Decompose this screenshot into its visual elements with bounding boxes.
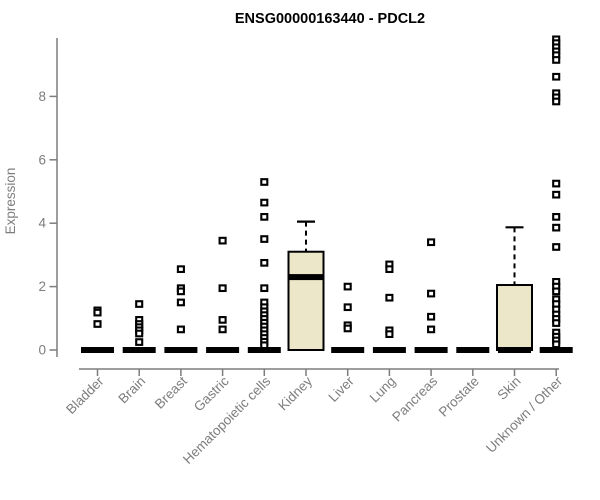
median-bar xyxy=(164,347,198,353)
outlier-point xyxy=(176,287,185,296)
outlier-point xyxy=(260,198,269,207)
y-tick-label: 4 xyxy=(38,216,46,231)
y-tick-label: 0 xyxy=(38,343,46,358)
x-tick-label: Gastric xyxy=(191,373,232,414)
median-bar xyxy=(81,347,114,353)
median-bar xyxy=(414,347,448,353)
median-bar xyxy=(289,274,323,281)
x-tick-label: Unknown / Other xyxy=(483,373,566,456)
outlier-point xyxy=(135,329,144,338)
outlier-point xyxy=(427,238,436,247)
outlier-point xyxy=(552,56,561,64)
y-tick-label: 2 xyxy=(38,279,46,294)
outlier-point xyxy=(93,308,102,317)
outlier-point xyxy=(343,324,352,333)
outlier-point xyxy=(218,316,227,324)
median-bar xyxy=(206,347,240,353)
box-iqr xyxy=(287,250,325,351)
outlier-point xyxy=(135,338,144,346)
outlier-point xyxy=(385,265,394,274)
outlier-point xyxy=(176,325,185,334)
x-tick-label: Breast xyxy=(152,373,190,411)
outlier-point xyxy=(260,178,269,186)
outlier-point xyxy=(552,287,561,296)
x-tick-label: Bladder xyxy=(63,373,107,417)
median-bar xyxy=(331,347,365,353)
outlier-point xyxy=(552,243,561,251)
outlier-point xyxy=(260,341,269,350)
box-iqr xyxy=(496,284,533,352)
y-axis-label: Expression xyxy=(3,168,18,235)
outlier-point xyxy=(260,284,269,293)
boxplot-lung xyxy=(372,260,406,353)
x-tick-label: Prostate xyxy=(436,374,482,420)
outlier-point xyxy=(552,179,561,188)
outlier-point xyxy=(552,340,561,349)
boxplot-bladder xyxy=(81,306,114,353)
outlier-point xyxy=(218,325,227,334)
outlier-point xyxy=(552,319,561,327)
boxplot-brain xyxy=(122,300,156,353)
outlier-point xyxy=(176,265,185,274)
outlier-point xyxy=(218,236,227,245)
outlier-point xyxy=(260,213,269,221)
outlier-point xyxy=(385,293,394,302)
outlier-point xyxy=(552,223,561,232)
outlier-point xyxy=(135,300,144,308)
x-tick-label: Brain xyxy=(115,374,148,407)
outlier-point xyxy=(93,320,102,328)
y-tick-label: 8 xyxy=(38,89,46,104)
median-bar xyxy=(247,347,281,353)
boxplot-breast xyxy=(164,265,198,353)
y-tick-label: 6 xyxy=(38,152,46,167)
x-tick-label: Pancreas xyxy=(389,373,440,424)
boxplot-prostate xyxy=(456,347,490,353)
median-bar xyxy=(372,347,406,353)
outlier-point xyxy=(343,303,352,312)
median-bar xyxy=(539,347,573,353)
boxplot-skin xyxy=(496,226,533,353)
outlier-point xyxy=(552,213,561,221)
outlier-point xyxy=(552,72,561,81)
outlier-point xyxy=(260,258,269,267)
boxplot-hematopoietic-cells xyxy=(247,178,281,353)
median-bar xyxy=(456,347,490,353)
outlier-point xyxy=(260,235,269,243)
boxplot-liver xyxy=(331,282,365,353)
x-tick-label: Kidney xyxy=(275,373,315,413)
outlier-point xyxy=(552,97,561,106)
outlier-point xyxy=(385,330,394,339)
outlier-point xyxy=(427,289,436,298)
outlier-point xyxy=(427,312,436,321)
outlier-point xyxy=(176,298,185,307)
chart-title: ENSG00000163440 - PDCL2 xyxy=(235,11,425,27)
outlier-point xyxy=(218,284,227,293)
median-bar xyxy=(498,347,531,353)
outlier-point xyxy=(552,190,561,199)
boxplot-gastric xyxy=(206,236,240,353)
outlier-point xyxy=(427,325,436,334)
x-tick-label: Liver xyxy=(326,373,358,405)
boxplot-pancreas xyxy=(414,238,448,353)
boxplot-kidney xyxy=(287,220,325,351)
outlier-point xyxy=(343,282,352,291)
median-bar xyxy=(122,347,156,353)
x-tick-label: Lung xyxy=(367,374,399,406)
x-tick-label: Skin xyxy=(494,374,523,403)
boxplot-unknown-other xyxy=(539,35,573,353)
